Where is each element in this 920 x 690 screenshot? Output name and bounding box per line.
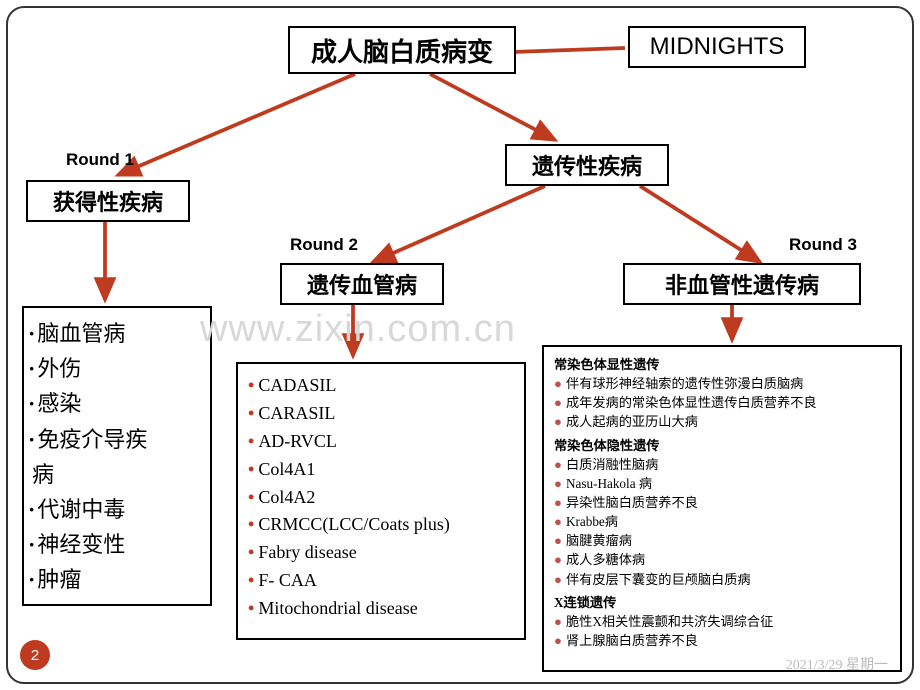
list-item: 感染 bbox=[28, 386, 206, 421]
page-number-text: 2 bbox=[31, 647, 39, 664]
list-item: ●成人起病的亚历山大病 bbox=[554, 412, 900, 431]
acquired-title: 获得性疾病 bbox=[53, 185, 163, 217]
list-item: ●成人多糖体病 bbox=[554, 550, 900, 569]
list-item: ●成年发病的常染色体显性遗传白质营养不良 bbox=[554, 393, 900, 412]
acquired-items: 脑血管病外伤感染免疫介导疾病代谢中毒神经变性肿瘤 bbox=[24, 308, 210, 606]
list-item: ●Nasu-Hakola 病 bbox=[554, 474, 900, 493]
nonvascular-list: 常染色体显性遗传●伴有球形神经轴索的遗传性弥漫白质脑病●成年发病的常染色体显性遗… bbox=[542, 345, 902, 672]
section-header: 常染色体隐性遗传 bbox=[544, 436, 900, 455]
round2-label: Round 2 bbox=[290, 235, 358, 255]
list-item: ●脑腱黄瘤病 bbox=[554, 531, 900, 550]
list-item: ●白质消融性脑病 bbox=[554, 455, 900, 474]
hereditary-node: 遗传性疾病 bbox=[505, 144, 669, 186]
nonvascular-content: 常染色体显性遗传●伴有球形神经轴索的遗传性弥漫白质脑病●成年发病的常染色体显性遗… bbox=[544, 347, 900, 654]
section-header: X连锁遗传 bbox=[544, 593, 900, 612]
vascular-node: 遗传血管病 bbox=[280, 263, 444, 305]
round1-text: Round 1 bbox=[66, 150, 134, 169]
list-item: CRMCC(LCC/Coats plus) bbox=[248, 511, 514, 539]
list-item: ●伴有皮层下囊变的巨颅脑白质病 bbox=[554, 570, 900, 589]
list-item: Col4A1 bbox=[248, 456, 514, 484]
vascular-title: 遗传血管病 bbox=[307, 268, 417, 300]
list-item: F- CAA bbox=[248, 567, 514, 595]
list-item: CARASIL bbox=[248, 400, 514, 428]
list-item: CADASIL bbox=[248, 372, 514, 400]
footer-date: 2021/3/29 星期一 bbox=[786, 654, 888, 674]
acquired-list: 脑血管病外伤感染免疫介导疾病代谢中毒神经变性肿瘤 bbox=[22, 306, 212, 606]
list-item: Col4A2 bbox=[248, 484, 514, 512]
list-item: AD-RVCL bbox=[248, 428, 514, 456]
section-header: 常染色体显性遗传 bbox=[544, 355, 900, 374]
round1-label: Round 1 bbox=[66, 150, 134, 170]
footer-date-text: 2021/3/29 星期一 bbox=[786, 658, 888, 673]
list-item: 外伤 bbox=[28, 351, 206, 386]
section-list: ●白质消融性脑病●Nasu-Hakola 病●异染性脑白质营养不良●Krabbe… bbox=[544, 455, 900, 589]
list-item: ●脆性X相关性震颤和共济失调综合征 bbox=[554, 612, 900, 631]
round3-text: Round 3 bbox=[789, 235, 857, 254]
acquired-node: 获得性疾病 bbox=[26, 180, 190, 222]
mnemonic-text: MIDNIGHTS bbox=[650, 33, 785, 61]
list-item: 肿瘤 bbox=[28, 562, 206, 597]
nonvascular-title: 非血管性遗传病 bbox=[665, 268, 819, 300]
hereditary-title: 遗传性疾病 bbox=[532, 149, 642, 181]
list-item: Fabry disease bbox=[248, 539, 514, 567]
list-item-continuation: 病 bbox=[28, 457, 206, 492]
round3-label: Round 3 bbox=[789, 235, 857, 255]
list-item: ●肾上腺脑白质营养不良 bbox=[554, 631, 900, 650]
list-item: 脑血管病 bbox=[28, 316, 206, 351]
root-node: 成人脑白质病变 bbox=[288, 26, 516, 74]
section-list: ●脆性X相关性震颤和共济失调综合征●肾上腺脑白质营养不良 bbox=[544, 612, 900, 650]
list-item: 神经变性 bbox=[28, 527, 206, 562]
round2-text: Round 2 bbox=[290, 235, 358, 254]
page-number-badge: 2 bbox=[20, 640, 50, 670]
list-item: ●异染性脑白质营养不良 bbox=[554, 493, 900, 512]
root-title: 成人脑白质病变 bbox=[311, 32, 493, 69]
list-item: 免疫介导疾 bbox=[28, 422, 206, 457]
nonvascular-node: 非血管性遗传病 bbox=[623, 263, 861, 305]
list-item: 代谢中毒 bbox=[28, 492, 206, 527]
vascular-list: CADASILCARASILAD-RVCLCol4A1Col4A2CRMCC(L… bbox=[236, 362, 526, 640]
mnemonic-box: MIDNIGHTS bbox=[628, 26, 806, 68]
list-item: ●伴有球形神经轴索的遗传性弥漫白质脑病 bbox=[554, 374, 900, 393]
list-item: ●Krabbe病 bbox=[554, 512, 900, 531]
vascular-items: CADASILCARASILAD-RVCLCol4A1Col4A2CRMCC(L… bbox=[238, 364, 524, 631]
section-list: ●伴有球形神经轴索的遗传性弥漫白质脑病●成年发病的常染色体显性遗传白质营养不良●… bbox=[544, 374, 900, 431]
list-item: Mitochondrial disease bbox=[248, 595, 514, 623]
